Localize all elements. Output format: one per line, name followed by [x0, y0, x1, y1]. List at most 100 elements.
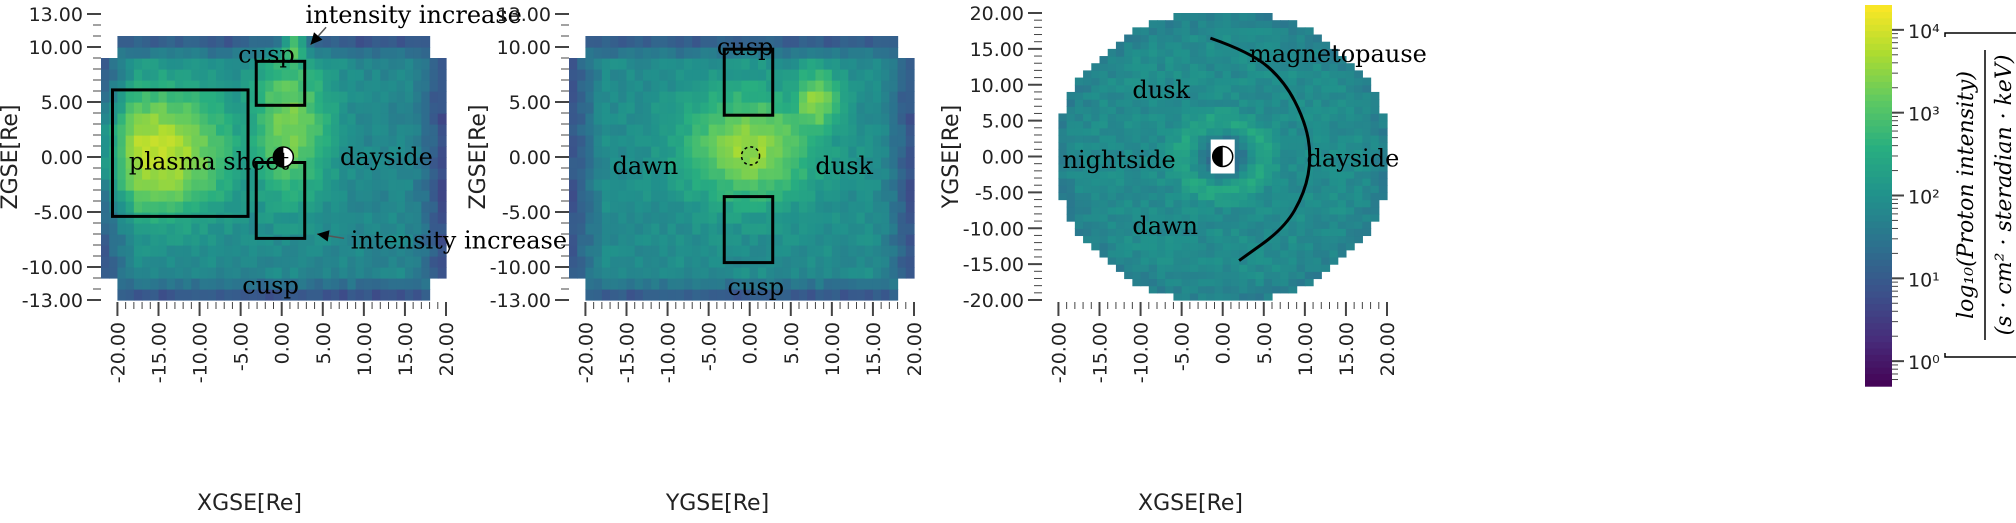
- heatmap-cell: [117, 135, 127, 147]
- heatmap-cell: [601, 47, 611, 59]
- heatmap-cell: [799, 245, 808, 257]
- heatmap-cell: [1198, 84, 1207, 93]
- heatmap-cell: [413, 91, 422, 103]
- heatmap-cell: [799, 212, 808, 224]
- heatmap-cell: [1074, 228, 1084, 237]
- heatmap-cell: [1066, 178, 1076, 186]
- heatmap-cell: [1074, 127, 1084, 136]
- heatmap-cell: [117, 278, 127, 290]
- heatmap-cell: [626, 212, 636, 224]
- heatmap-cell: [905, 80, 915, 92]
- heatmap-cell: [1140, 242, 1150, 251]
- heatmap-cell: [322, 256, 332, 268]
- heatmap-cell: [216, 135, 225, 147]
- heatmap-cell: [142, 267, 151, 279]
- heatmap-cell: [388, 256, 398, 268]
- heatmap-cell: [199, 267, 209, 279]
- colorbar-gradient-segment: [1865, 100, 1892, 108]
- heatmap-cell: [174, 245, 184, 257]
- heatmap-cell: [1354, 170, 1363, 179]
- heatmap-cell: [437, 190, 447, 202]
- heatmap-cell: [1181, 185, 1191, 193]
- heatmap-cell: [273, 212, 283, 224]
- heatmap-cell: [585, 179, 595, 191]
- heatmap-cell: [1107, 56, 1117, 64]
- annotation-arrow-head: [310, 32, 323, 45]
- heatmap-cell: [700, 146, 710, 158]
- heatmap-cell: [1296, 91, 1306, 100]
- heatmap-cell: [1115, 77, 1125, 86]
- heatmap-cell: [355, 157, 365, 169]
- heatmap-cell: [1115, 256, 1125, 265]
- heatmap-cell: [1091, 163, 1101, 172]
- heatmap-cell: [848, 168, 858, 180]
- heatmap-cell: [1198, 221, 1207, 229]
- heatmap-cell: [248, 47, 258, 59]
- heatmap-cell: [1280, 48, 1290, 57]
- heatmap-cell: [281, 267, 291, 279]
- heatmap-cell: [117, 102, 127, 114]
- heatmap-cell: [733, 47, 743, 59]
- heatmap-cell: [684, 36, 693, 48]
- heatmap-cell: [889, 201, 899, 213]
- heatmap-cell: [380, 146, 390, 158]
- heatmap-cell: [749, 278, 759, 290]
- heatmap-cell: [191, 135, 201, 147]
- heatmap-cell: [1272, 113, 1281, 122]
- heatmap-cell: [437, 91, 447, 103]
- heatmap-cell: [355, 102, 365, 114]
- heatmap-cell: [634, 36, 644, 48]
- heatmap-cell: [1198, 13, 1207, 21]
- x-tick-label: -15.00: [617, 322, 639, 383]
- heatmap-cell: [1124, 192, 1133, 201]
- heatmap-cell: [339, 91, 349, 103]
- heatmap-cell: [642, 157, 652, 169]
- heatmap-cell: [224, 245, 234, 257]
- heatmap-cell: [289, 190, 299, 202]
- heatmap-cell: [1214, 34, 1224, 43]
- heatmap-cell: [1304, 34, 1314, 43]
- heatmap-cell: [1329, 235, 1339, 244]
- heatmap-cell: [125, 113, 135, 125]
- heatmap-cell: [610, 157, 619, 169]
- heatmap-cell: [1189, 185, 1199, 193]
- heatmap-cell: [577, 135, 587, 147]
- heatmap-cell: [864, 256, 874, 268]
- heatmap-cell: [1230, 149, 1240, 158]
- heatmap-cell: [626, 113, 636, 125]
- heatmap-cell: [396, 146, 406, 158]
- heatmap-cell: [774, 179, 784, 191]
- heatmap-cell: [1074, 120, 1084, 129]
- heatmap-cell: [1230, 235, 1240, 244]
- heatmap-cell: [1132, 192, 1142, 201]
- heatmap-cell: [1288, 134, 1298, 143]
- heatmap-cell: [708, 179, 718, 191]
- heatmap-cell: [1099, 163, 1109, 172]
- heatmap-cell: [322, 146, 332, 158]
- heatmap-cell: [339, 146, 349, 158]
- heatmap-cell: [725, 124, 734, 136]
- heatmap-cell: [700, 113, 710, 125]
- heatmap-cell: [1107, 63, 1117, 71]
- heatmap-cell: [634, 267, 644, 279]
- heatmap-cell: [1288, 120, 1298, 129]
- heatmap-cell: [1329, 170, 1339, 179]
- heatmap-cell: [1230, 56, 1240, 64]
- heatmap-cell: [133, 91, 143, 103]
- heatmap-cell: [117, 146, 127, 158]
- heatmap-cell: [831, 36, 841, 48]
- heatmap-cell: [651, 179, 660, 191]
- heatmap-cell: [1189, 206, 1199, 215]
- heatmap-cell: [618, 179, 628, 191]
- heatmap-cell: [790, 289, 800, 301]
- heatmap-cell: [601, 212, 611, 224]
- heatmap-cell: [298, 58, 307, 70]
- heatmap-cell: [1255, 91, 1265, 100]
- heatmap-cell: [733, 36, 743, 48]
- heatmap-cell: [183, 124, 192, 136]
- heatmap-cell: [692, 36, 702, 48]
- heatmap-cell: [1140, 99, 1150, 107]
- heatmap-cell: [1173, 163, 1183, 172]
- heatmap-cell: [1263, 221, 1273, 229]
- heatmap-cell: [413, 223, 422, 235]
